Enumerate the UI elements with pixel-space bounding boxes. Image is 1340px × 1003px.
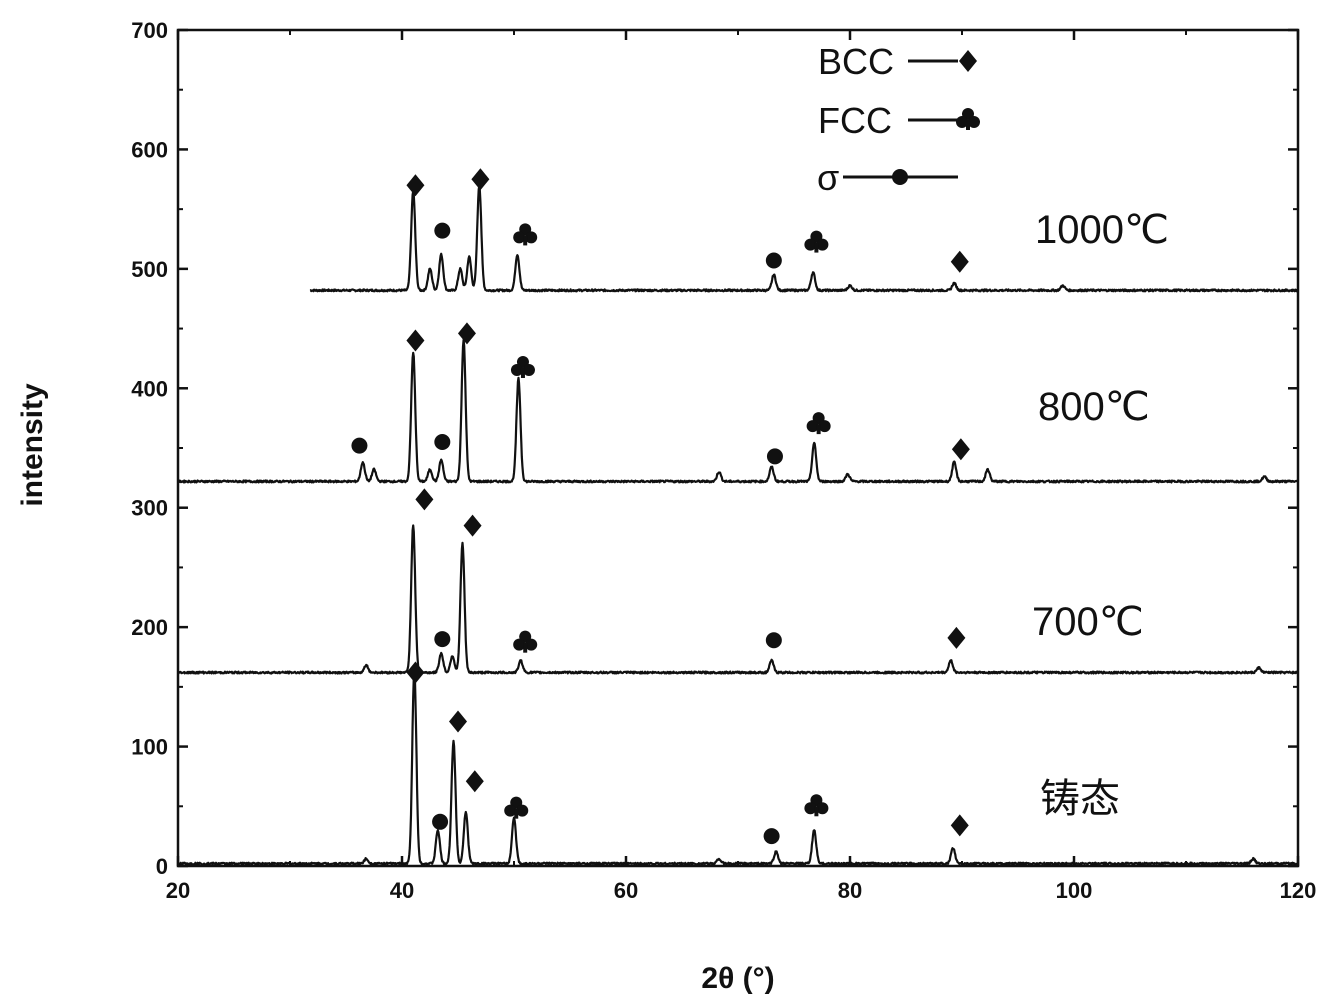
plot-frame [176,28,1300,868]
bcc-diamond-marker [951,438,970,461]
sigma-circle-marker [351,437,368,454]
y-tick-label: 200 [131,615,168,640]
series-labels: 1000℃ 800℃ 700℃ 铸态 [1032,208,1169,821]
y-tick-label: 0 [156,854,168,879]
x-tick-label: 100 [1056,878,1093,903]
bcc-diamond-marker [465,770,484,793]
sigma-circle-marker [765,632,782,649]
legend-item-FCC: FCC [818,100,980,141]
fcc-club-marker [513,223,538,246]
series-line-1 [176,338,1299,484]
series-lines [176,184,1299,866]
legend-diamond-marker [959,50,977,72]
sigma-circle-marker [765,252,782,269]
bcc-diamond-marker [950,814,969,837]
phase-markers [351,168,970,845]
y-tick-label: 400 [131,376,168,401]
legend-item-σ: σ [817,157,958,198]
x-axis-title: 2θ (°) [701,962,774,995]
sigma-circle-marker [434,434,451,451]
y-tick-label: 500 [131,257,168,282]
y-tick-label: 300 [131,496,168,521]
legend-circle-marker [892,169,908,185]
series-label-2: 700℃ [1032,600,1144,644]
bcc-diamond-marker [471,168,490,191]
fcc-club-marker [504,796,529,819]
fcc-club-marker [510,355,535,378]
legend: BCC FCC σ [817,41,980,198]
sigma-circle-marker [763,828,780,845]
legend-label: FCC [818,100,892,141]
bcc-diamond-marker [406,661,425,684]
series-line-0 [309,184,1299,293]
x-tick-label: 60 [614,878,638,903]
series-line-3 [177,666,1299,866]
bcc-diamond-marker [463,514,482,537]
y-tick-label: 700 [131,18,168,43]
y-axis-title: intensity [16,383,49,507]
series-label-0: 1000℃ [1035,208,1169,252]
fcc-club-marker [804,794,829,817]
y-tick-label: 100 [131,735,168,760]
bcc-diamond-marker [415,488,434,511]
y-tick-label: 600 [131,137,168,162]
bcc-diamond-marker [406,329,425,352]
x-tick-label: 40 [390,878,414,903]
x-tick-label: 20 [166,878,190,903]
series-label-3: 铸态 [1040,777,1120,821]
legend-item-BCC: BCC [818,41,977,82]
legend-club-marker [956,108,980,130]
x-tick-label: 120 [1280,878,1317,903]
sigma-circle-marker [432,813,449,830]
series-line-2 [176,524,1299,675]
sigma-circle-marker [434,631,451,648]
bcc-diamond-marker [406,174,425,197]
sigma-circle-marker [766,448,783,465]
bcc-diamond-marker [457,322,476,345]
x-tick-label: 80 [838,878,862,903]
sigma-circle-marker [434,222,451,239]
bcc-diamond-marker [947,626,966,649]
bcc-diamond-marker [449,710,467,733]
axes: 20 40 60 80 100 120 0 100 200 300 400 500 600 700 [131,18,1316,903]
fcc-club-marker [804,230,829,253]
series-label-1: 800℃ [1038,385,1150,429]
legend-label: BCC [818,41,894,82]
fcc-club-marker [806,412,831,435]
legend-label: σ [817,157,839,198]
fcc-club-marker [513,630,538,653]
bcc-diamond-marker [950,250,969,273]
